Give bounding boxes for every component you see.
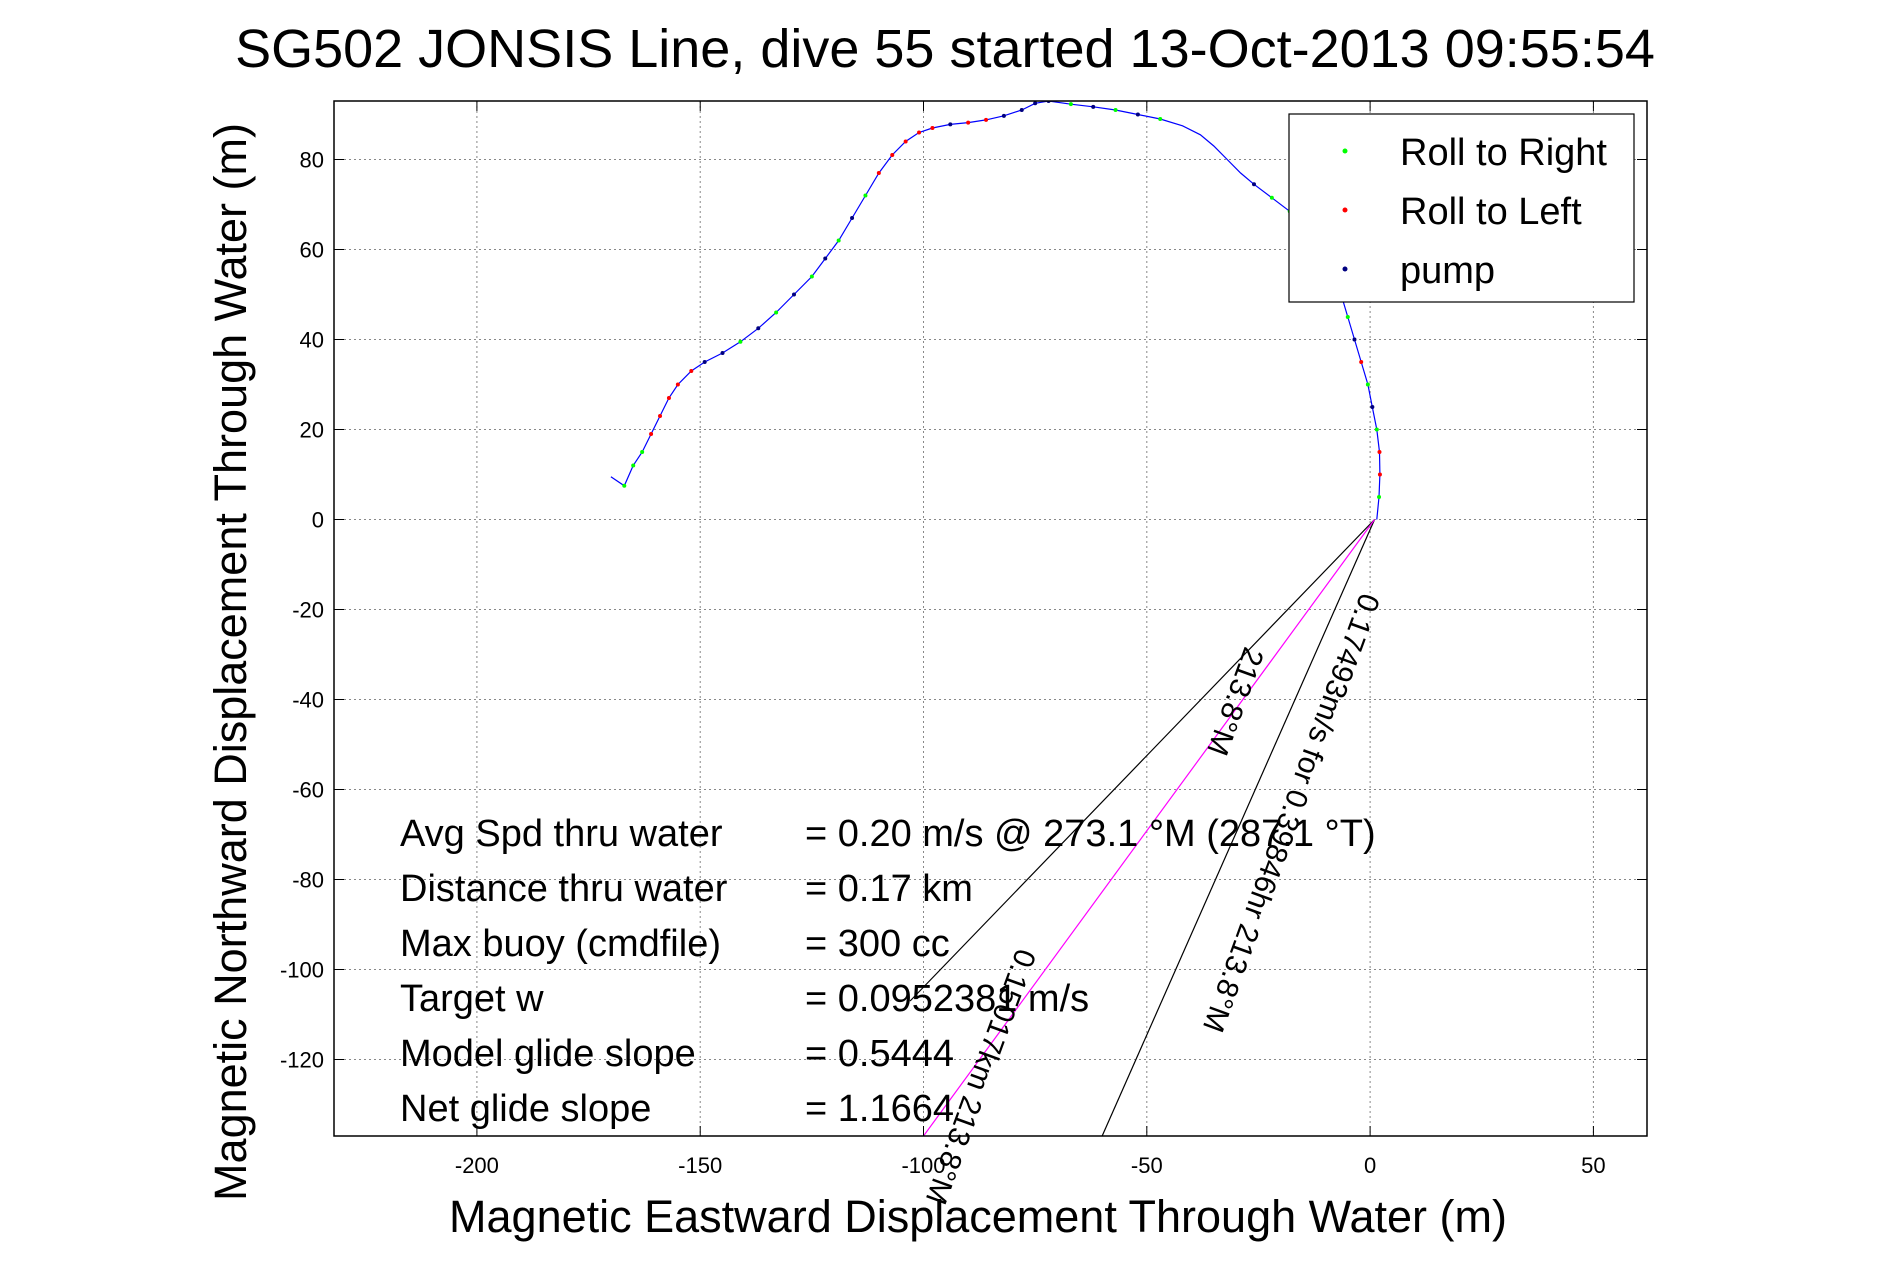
pump-point — [702, 360, 707, 364]
y-tick-label: -20 — [292, 598, 324, 623]
roll-right-point — [1269, 195, 1274, 200]
roll-right-point — [622, 483, 627, 488]
axis-ticks: -200 -150 -100 -50 0 50 80 60 40 20 0 -20 -40 -60 -80 -… — [280, 101, 1647, 1178]
roll-left-point — [658, 414, 663, 418]
annotation-label: Distance thru water — [400, 868, 728, 910]
y-tick-label: -120 — [280, 1048, 324, 1073]
x-tick-label: -200 — [455, 1153, 499, 1178]
roll-right-point — [863, 193, 868, 198]
roll-right-point — [1158, 117, 1163, 121]
annotation-label: Net glide slope — [400, 1088, 651, 1130]
y-tick-label: 40 — [300, 328, 324, 353]
roll-left-point — [666, 396, 671, 400]
annotation-label: Target w — [400, 978, 544, 1020]
roll-right-point — [1365, 382, 1370, 387]
pump-point — [1352, 337, 1357, 342]
legend-marker — [1342, 207, 1348, 213]
roll-right-point — [1377, 495, 1382, 499]
y-tick-label: 80 — [300, 148, 324, 173]
pump-point — [1135, 112, 1140, 117]
legend-marker — [1342, 266, 1348, 272]
annotation-value: = 0.0952381 m/s — [805, 978, 1089, 1020]
roll-left-point — [1377, 450, 1382, 454]
roll-left-point — [1377, 472, 1382, 477]
pump-point — [1019, 108, 1024, 112]
x-tick-label: 50 — [1581, 1153, 1605, 1178]
plot-frame — [333, 100, 1648, 1137]
roll-left-point — [1359, 360, 1364, 364]
pump-point — [948, 122, 953, 127]
x-axis-label: Magnetic Eastward Displacement Through W… — [449, 1191, 1507, 1242]
y-tick-label: -100 — [280, 958, 324, 983]
legend: Roll to Right Roll to Left pump — [1288, 113, 1635, 303]
pump-point — [850, 216, 855, 220]
pump-point — [1033, 101, 1038, 106]
roll-right-point — [738, 339, 743, 344]
x-tick-label: -100 — [901, 1153, 945, 1178]
annotation-value: = 1.1664 — [805, 1088, 954, 1130]
y-tick-label: 60 — [300, 238, 324, 263]
annotation-value: = 300 cc — [805, 923, 950, 965]
roll-right-point — [809, 274, 814, 279]
annotation-value: = 0.20 m/s @ 273.1 °M (287.1 °T) — [805, 813, 1376, 855]
pump-point — [1370, 405, 1375, 409]
roll-right-point — [640, 450, 645, 454]
chart-title: SG502 JONSIS Line, dive 55 started 13-Oc… — [235, 19, 1655, 79]
roll-left-point — [876, 171, 881, 175]
pump-point — [823, 256, 828, 261]
roll-left-point — [903, 139, 908, 144]
pump-point — [756, 326, 761, 331]
roll-left-point — [917, 130, 922, 135]
annotation-value: = 0.5444 — [805, 1033, 954, 1075]
roll-left-point — [675, 382, 680, 387]
roll-right-point — [774, 310, 779, 315]
y-axis-label: Magnetic Northward Displacement Through … — [205, 123, 256, 1201]
legend-label: Roll to Left — [1400, 191, 1582, 233]
roll-left-point — [689, 369, 694, 373]
roll-right-point — [836, 238, 841, 243]
y-tick-label: -80 — [292, 868, 324, 893]
roll-left-point — [930, 126, 935, 130]
vector-line — [923, 519, 1376, 1136]
vector-line — [909, 519, 1376, 1002]
roll-left-point — [890, 153, 895, 157]
roll-right-point — [1345, 315, 1350, 319]
x-tick-label: -50 — [1131, 1153, 1163, 1178]
pump-point — [791, 292, 796, 297]
x-tick-label: 0 — [1364, 1153, 1376, 1178]
pump-point — [1251, 182, 1256, 187]
y-tick-label: -40 — [292, 688, 324, 713]
annotation-label: Model glide slope — [400, 1033, 696, 1075]
vector-line — [1101, 519, 1376, 1136]
y-tick-label: -60 — [292, 778, 324, 803]
roll-right-point — [1113, 108, 1118, 112]
pump-point — [1091, 104, 1096, 109]
pump-point — [1001, 113, 1006, 118]
roll-right-point — [1374, 427, 1379, 432]
roll-left-point — [984, 117, 989, 122]
roll-right-point — [1068, 102, 1073, 107]
legend-label: pump — [1400, 250, 1495, 292]
legend-marker — [1342, 148, 1348, 154]
y-tick-label: 0 — [312, 508, 324, 533]
roll-left-point — [649, 432, 654, 436]
y-tick-label: 20 — [300, 418, 324, 443]
annotation-label: Avg Spd thru water — [400, 813, 723, 855]
grid — [334, 101, 1647, 1136]
annotation-label: Max buoy (cmdfile) — [400, 923, 721, 965]
roll-right-point — [631, 463, 636, 468]
x-tick-label: -150 — [678, 1153, 722, 1178]
pump-point — [720, 351, 725, 355]
annotation-value: = 0.17 km — [805, 868, 973, 910]
legend-label: Roll to Right — [1400, 132, 1607, 174]
roll-left-point — [966, 120, 971, 125]
